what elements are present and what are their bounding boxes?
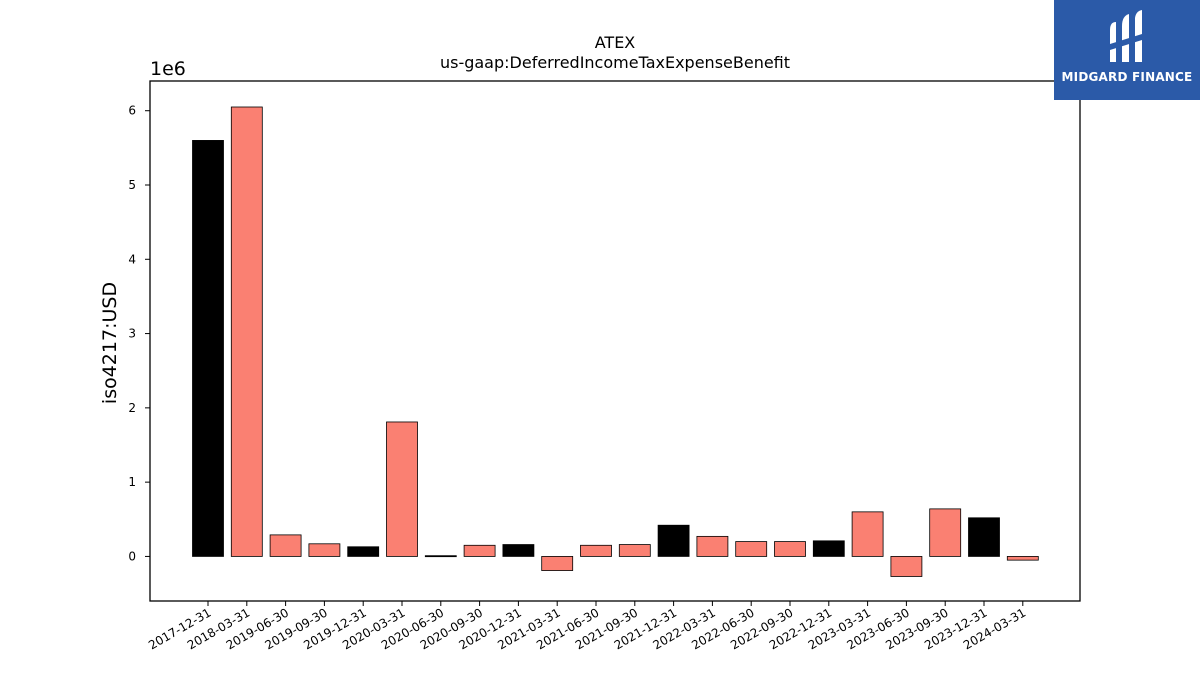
- bar-2023-03-31: [851, 511, 884, 557]
- y-axis-label: iso4217:USD: [99, 282, 121, 404]
- chart-subtitle: us-gaap:DeferredIncomeTaxExpenseBenefit: [440, 53, 790, 72]
- bar-2022-12-31: [812, 540, 845, 557]
- bar-2023-09-30: [929, 508, 962, 557]
- bar-2019-12-31: [347, 546, 380, 557]
- bar-2021-03-31: [541, 556, 574, 571]
- bar-2018-03-31: [230, 106, 263, 557]
- bar-2022-09-30: [774, 541, 806, 557]
- bar-2021-06-30: [580, 544, 612, 557]
- bar-2019-09-30: [308, 543, 341, 557]
- bar-2023-06-30: [890, 556, 923, 577]
- y-tick-label: 3: [128, 327, 136, 341]
- bar-2021-09-30: [618, 544, 651, 557]
- bar-2020-12-31: [502, 544, 535, 557]
- y-tick-label: 4: [128, 252, 136, 266]
- bar-2023-12-31: [968, 517, 1000, 557]
- bar-2019-06-30: [269, 534, 302, 557]
- y-tick-label: 2: [128, 401, 136, 415]
- bars-group: [192, 106, 1039, 577]
- bar-2020-06-30: [424, 555, 457, 558]
- x-ticks-group: 2017-12-312018-03-312019-06-302019-09-30…: [146, 601, 1028, 652]
- y-tick-label: 0: [128, 549, 136, 563]
- y-offset-label: 1e6: [150, 58, 186, 80]
- logo-text: MIDGARD FINANCE: [1061, 70, 1193, 84]
- bar-2020-03-31: [386, 421, 418, 557]
- y-tick-label: 6: [128, 104, 136, 118]
- y-ticks-group: 0 1 2 3 4 5 6: [128, 104, 150, 563]
- bar-2022-03-31: [696, 535, 729, 557]
- plot-frame: [149, 80, 1081, 602]
- bar-2020-09-30: [463, 544, 496, 557]
- midgard-finance-logo: MIDGARD FINANCE: [1054, 0, 1200, 100]
- bar-2021-12-31: [657, 524, 690, 557]
- bar-2017-12-31: [192, 140, 224, 557]
- y-tick-label: 5: [128, 178, 136, 192]
- midgard-logo-icon: [1110, 10, 1142, 62]
- chart-title: ATEX: [595, 33, 636, 52]
- bar-2022-06-30: [735, 541, 768, 557]
- bar-2024-03-31: [1006, 556, 1039, 561]
- y-tick-label: 1: [128, 475, 136, 489]
